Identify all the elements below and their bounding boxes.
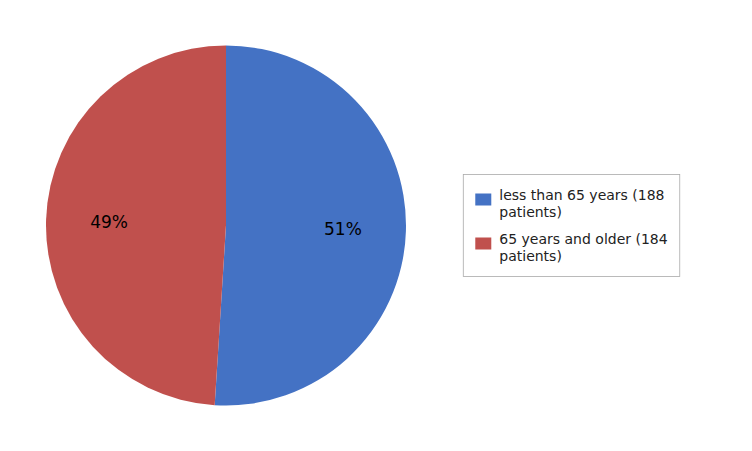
legend-entry-line: 65 years and older (184 <box>499 231 667 247</box>
pie-slice <box>46 46 226 406</box>
legend: less than 65 years (188patients)65 years… <box>463 175 679 277</box>
legend-entry-line: patients) <box>499 248 562 264</box>
legend-entry-line: less than 65 years (188 <box>499 187 664 203</box>
data-label: 49% <box>90 212 128 232</box>
legend-frame <box>463 175 679 277</box>
chart: 51%49%less than 65 years (188patients)65… <box>0 0 752 451</box>
legend-entry: 65 years and older (184patients) <box>499 231 667 264</box>
legend-entry-line: patients) <box>499 204 562 220</box>
data-label: 51% <box>324 219 362 239</box>
legend-entry: less than 65 years (188patients) <box>499 187 664 220</box>
pie <box>46 46 406 406</box>
data-labels: 51% 49% <box>90 212 362 239</box>
legend-swatch <box>475 238 491 250</box>
legend-swatch <box>475 194 491 206</box>
pie-slice <box>215 46 406 406</box>
